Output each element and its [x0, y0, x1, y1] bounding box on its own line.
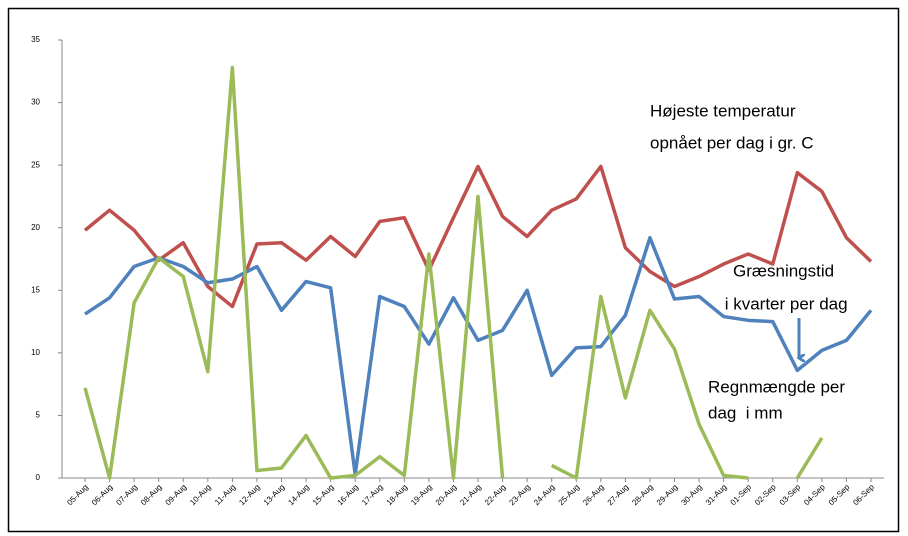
series-line	[550, 294, 749, 480]
y-tick-label: 25	[31, 160, 40, 169]
y-tick-label: 5	[36, 411, 41, 420]
annotation: Græsningstid	[733, 261, 834, 280]
series-line	[83, 164, 873, 309]
y-tick-label: 30	[31, 98, 40, 107]
series-line	[83, 65, 505, 480]
annotation: opnået per dag i gr. C	[650, 133, 814, 152]
annotation: Højeste temperatur	[650, 101, 796, 120]
series-line	[795, 437, 824, 479]
annotation: Regnmængde per	[708, 377, 845, 396]
annotation: dag i mm	[708, 403, 783, 422]
y-tick-label: 10	[31, 348, 40, 357]
y-tick-label: 0	[36, 473, 41, 482]
frame	[7, 7, 900, 533]
y-tick-label: 35	[31, 35, 40, 44]
y-tick-label: 20	[31, 223, 40, 232]
y-tick-label: 15	[31, 285, 40, 294]
annotation: i kvarter per dag	[720, 294, 848, 313]
